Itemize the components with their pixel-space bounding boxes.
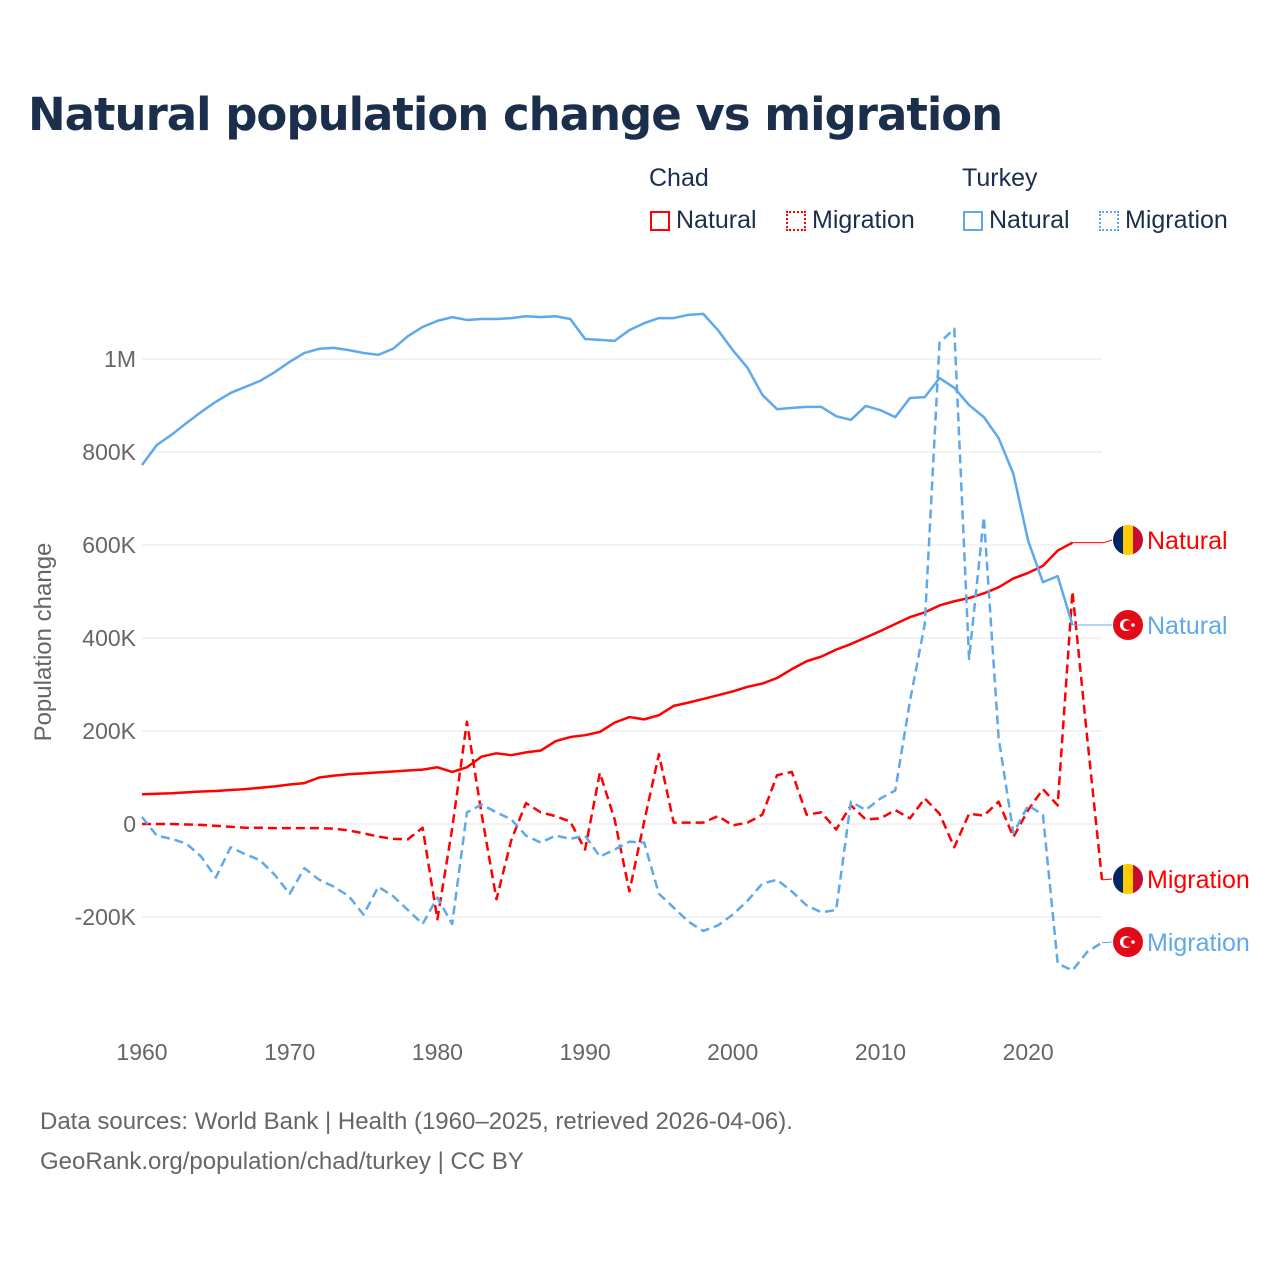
x-tick-label: 2000 (707, 1039, 758, 1065)
chart-title: Natural population change vs migration (28, 88, 1003, 141)
legend-swatch-dotted-blue (1099, 210, 1119, 231)
legend-swatch-solid-blue (963, 210, 983, 231)
flag-stripe-yellow (1123, 864, 1133, 894)
turkey-flag-icon (1113, 927, 1143, 957)
y-axis-label: Population change (30, 543, 57, 742)
legend-label: Natural (989, 206, 1070, 234)
legend-chad-natural[interactable]: Natural (650, 206, 757, 235)
y-tick-label: 0 (123, 811, 136, 837)
crescent-inner (1123, 620, 1133, 630)
legend-label: Natural (676, 206, 757, 234)
y-tick-label: 200K (82, 718, 136, 744)
x-tick-label: 2010 (855, 1039, 906, 1065)
legend-turkey-migration[interactable]: Migration (1099, 206, 1228, 235)
x-tick-label: 1970 (264, 1039, 315, 1065)
legend-label: Migration (1125, 206, 1228, 234)
label-connector (1102, 941, 1113, 944)
star (1131, 940, 1135, 944)
turkey-flag-icon (1113, 610, 1143, 640)
y-tick-label: -200K (75, 904, 137, 930)
end-label-chad-natural: Natural (1147, 527, 1228, 555)
chad-flag-icon (1113, 525, 1143, 555)
end-label-chad-migration: Migration (1147, 866, 1250, 894)
series-line-chad-migration (142, 590, 1104, 921)
legend-chad-migration[interactable]: Migration (786, 206, 915, 235)
flag-stripe-blue (1113, 864, 1123, 894)
flag-stripe-yellow (1123, 525, 1133, 555)
series-line-turkey-natural (140, 312, 1074, 626)
label-connector (1102, 878, 1113, 881)
flag-stripe-red (1133, 525, 1143, 555)
series-line-chad-natural (141, 541, 1074, 796)
footer-credit[interactable]: GeoRank.org/population/chad/turkey | CC … (40, 1148, 524, 1175)
flag-stripe-red (1133, 864, 1143, 894)
y-tick-label: 800K (82, 439, 136, 465)
legend-swatch-solid-red (650, 210, 670, 231)
chad-flag-icon (1113, 864, 1143, 894)
y-tick-label: 1M (104, 346, 136, 372)
x-tick-label: 1990 (559, 1039, 610, 1065)
footer-sources: Data sources: World Bank | Health (1960–… (40, 1108, 793, 1135)
star (1131, 623, 1135, 627)
end-label-turkey-migration: Migration (1147, 929, 1250, 957)
x-tick-label: 1980 (412, 1039, 463, 1065)
label-connector (1072, 539, 1113, 544)
crescent-inner (1123, 937, 1133, 947)
legend-swatch-dotted-red (786, 210, 806, 231)
end-label-turkey-natural: Natural (1147, 612, 1228, 640)
legend-group-chad: Chad (649, 164, 709, 192)
x-tick-label: 1960 (116, 1039, 167, 1065)
series-line-turkey-migration (141, 327, 1103, 972)
y-tick-label: 400K (82, 625, 136, 651)
legend-label: Migration (812, 206, 915, 234)
legend-turkey-natural[interactable]: Natural (963, 206, 1070, 235)
legend-group-turkey: Turkey (962, 164, 1038, 192)
x-tick-label: 2020 (1003, 1039, 1054, 1065)
flag-stripe-blue (1113, 525, 1123, 555)
y-tick-label: 600K (82, 532, 136, 558)
